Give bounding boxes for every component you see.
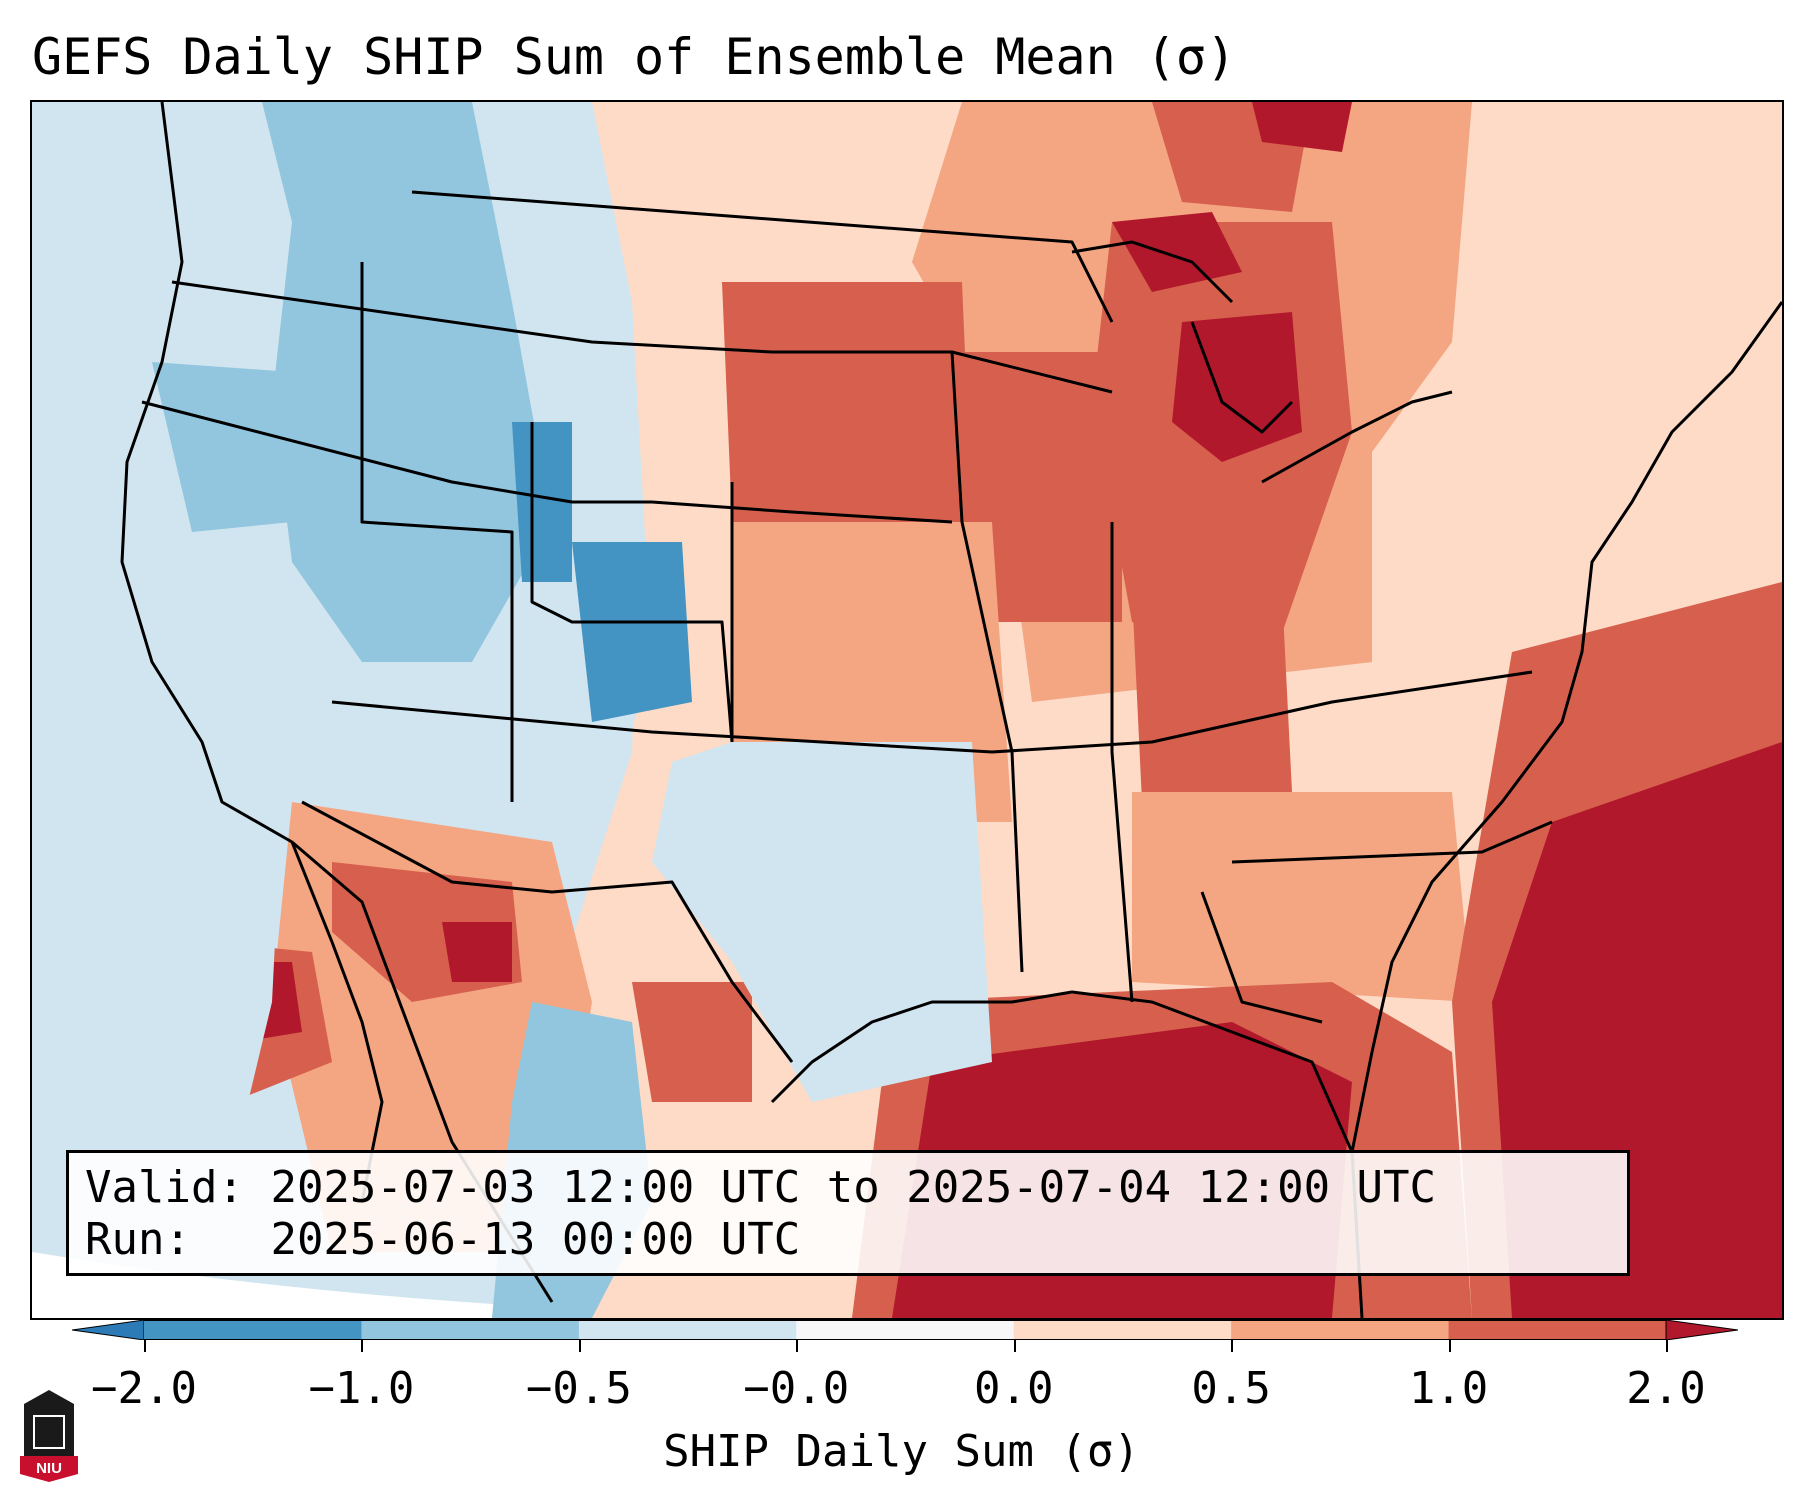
anomaly-region-moderate-positive-southeast: [1132, 792, 1472, 1002]
state-line-7: [360, 262, 514, 802]
boundaries: [120, 102, 1782, 1318]
state-line-1: [141, 400, 953, 524]
colorbar-label: SHIP Daily Sum (σ): [663, 1426, 1140, 1477]
colorbar-tick-label: 2.0: [1626, 1363, 1706, 1414]
colorbar-tick-label: 1.0: [1408, 1363, 1489, 1414]
colorbar-tick-mark: [1231, 1340, 1234, 1352]
pacific-coastline: [120, 102, 384, 1203]
gulf-coastline: [770, 990, 1364, 1318]
colorbar-bin: [361, 1320, 580, 1340]
colorbar-bin: [578, 1320, 797, 1340]
state-line-4: [950, 351, 1024, 973]
anomaly-map: [30, 100, 1784, 1320]
anomaly-region-strong-positive-indiana: [1132, 592, 1292, 802]
domain-edge-southwest: [32, 1252, 932, 1318]
lake-erie-shore: [1261, 390, 1453, 484]
logo-roof: [24, 1390, 74, 1404]
state-line-9: [1200, 891, 1323, 1024]
anomaly-region-moderate-negative-rockies: [262, 102, 552, 662]
anomaly-region-strong-negative-colorado: [572, 542, 692, 722]
colorbar-tick-label: 0.5: [1191, 1363, 1271, 1414]
us-canada-border-west: [171, 280, 1113, 394]
colorbar-tick-mark: [361, 1340, 364, 1352]
colorbar-tick-mark: [578, 1340, 581, 1352]
logo-text: NIU: [36, 1460, 62, 1477]
map-canvas: [32, 102, 1782, 1318]
colorbar-bin: [1013, 1320, 1232, 1340]
colorbar-tick-mark: [1448, 1340, 1451, 1352]
state-line-6: [530, 422, 734, 743]
colorbar-bin: [1448, 1320, 1667, 1340]
lake-michigan-shore: [1190, 321, 1294, 434]
colorbar-tick-mark: [1666, 1340, 1668, 1352]
anomaly-region-strong-positive-dakotas: [722, 282, 972, 522]
colorbar-bin: [796, 1320, 1015, 1340]
logo-window: [33, 1415, 65, 1449]
colorbar-extension-high: [1665, 1320, 1738, 1340]
colorbar-tick-label: 0.0: [973, 1363, 1054, 1414]
anomaly-region-extreme-positive-superior: [1112, 212, 1242, 292]
valid-label: Valid:: [85, 1162, 244, 1213]
anomaly-region-moderate-negative-northwest: [152, 362, 292, 532]
run-label: Run:: [85, 1214, 191, 1265]
state-line-2: [331, 670, 1533, 754]
colorbar-bin: [144, 1320, 362, 1340]
colorbar-tick-label: −0.0: [743, 1363, 850, 1414]
anomaly-region-strong-positive-midwest: [952, 352, 1122, 622]
colorbar-tick-mark: [796, 1340, 799, 1352]
anomaly-region-light-negative-texas: [652, 742, 992, 1102]
info-box: Valid: 2025-07-03 12:00 UTC to 2025-07-0…: [66, 1150, 1630, 1276]
run-value: 2025-06-13 00:00 UTC: [270, 1214, 801, 1265]
anomaly-region-light-negative-pacific: [32, 722, 282, 1252]
run-line: Run: 2025-06-13 00:00 UTC: [85, 1213, 800, 1267]
colorbar-tick-label: −0.5: [525, 1363, 632, 1414]
colorbar-tick-mark: [144, 1340, 146, 1352]
valid-value: 2025-07-03 12:00 UTC to 2025-07-04 12:00…: [270, 1162, 1437, 1213]
atlantic-coastline: [1350, 301, 1782, 1153]
anomaly-region-strong-negative-wyoming: [512, 422, 572, 582]
colorbar-extension-low: [72, 1320, 145, 1340]
valid-line: Valid: 2025-07-03 12:00 UTC to 2025-07-0…: [85, 1161, 1436, 1215]
logo-banner: [20, 1456, 78, 1482]
niu-logo: NIU: [20, 1390, 78, 1482]
us-mexico-border: [301, 800, 794, 1063]
anomaly-fields: [32, 102, 1782, 1318]
colorbar-tick-label: −2.0: [91, 1363, 197, 1414]
chart-title: GEFS Daily SHIP Sum of Ensemble Mean (σ): [32, 28, 1237, 86]
state-line-5: [1110, 522, 1134, 1003]
colorbar-tick-mark: [1013, 1340, 1016, 1352]
colorbar: [72, 1320, 1738, 1340]
canada-border: [411, 190, 1114, 323]
lake-superior-shore: [1071, 240, 1234, 304]
anomaly-region-strong-positive-texas: [632, 982, 752, 1102]
anomaly-region-extreme-positive-sonora: [442, 922, 512, 982]
colorbar-bin: [1231, 1320, 1450, 1340]
anomaly-region-extreme-positive-hudson: [1252, 102, 1352, 152]
colorbar-tick-label: −1.0: [308, 1363, 415, 1414]
state-line-8: [1231, 820, 1553, 864]
